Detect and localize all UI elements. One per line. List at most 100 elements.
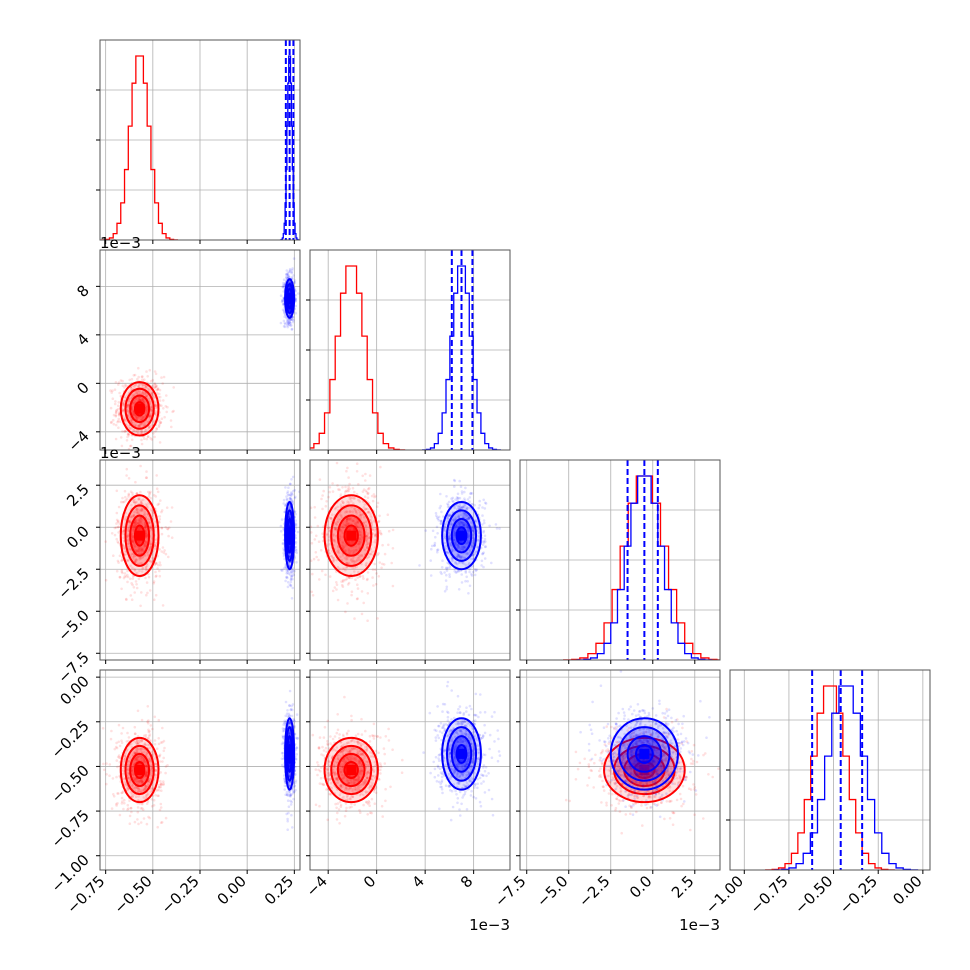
histogram-1 [576, 475, 713, 660]
contour [336, 752, 366, 788]
panel-content [104, 464, 300, 608]
panel-1-0: −4 0 4 8 1e−3 [64, 234, 301, 455]
contour [609, 717, 679, 791]
grid [100, 40, 300, 240]
x-tick-label: −0.50 [110, 872, 155, 917]
x-tick-label: 0.00 [889, 872, 925, 908]
panel-content [310, 250, 501, 450]
peak-marker [639, 765, 650, 775]
contour [330, 504, 373, 567]
panel-content [563, 460, 720, 660]
ticks [96, 676, 295, 874]
contour [603, 736, 686, 804]
contour [445, 509, 478, 562]
contour [129, 752, 151, 788]
histogram-0 [310, 265, 406, 450]
contour [119, 736, 160, 804]
x-tick-label: 0.25 [261, 872, 297, 908]
contour [336, 514, 366, 557]
ticks [516, 509, 696, 664]
x-tick-label: 8 [457, 872, 476, 891]
ticks [96, 89, 295, 244]
x-tick-label: −4 [303, 872, 331, 900]
y-tick-label: −0.50 [48, 762, 93, 807]
ticks [96, 484, 295, 664]
contour [323, 736, 379, 804]
contour [441, 501, 482, 571]
peak-marker [134, 765, 145, 775]
panel-3-0: −0.75 −0.50 −0.25 0.00 0.25−1.00−0.75−0.50−0… [48, 669, 301, 917]
y-tick-label: 2.5 [63, 480, 93, 510]
peak-marker [346, 530, 357, 541]
x-tick-label: 0.0 [626, 872, 656, 902]
y-tick-label: 4 [73, 330, 92, 349]
contour [618, 726, 671, 782]
x-tick-label: 0 [360, 872, 379, 891]
contour [441, 717, 482, 791]
x-tick-label: −0.50 [791, 872, 836, 917]
grid [730, 670, 930, 870]
contour [124, 387, 155, 430]
panel-1-1 [306, 249, 511, 454]
histogram-0 [765, 685, 895, 870]
x-offset-label: 1e−3 [469, 916, 510, 934]
panel-content [765, 670, 919, 870]
histogram-0 [101, 55, 179, 240]
x-tick-label: 2.5 [668, 872, 698, 902]
x-offset-label: 1e−3 [679, 916, 720, 934]
grid [310, 460, 510, 660]
y-offset-label: 1e−3 [100, 444, 141, 462]
contour [450, 735, 473, 773]
contour [634, 744, 654, 764]
contour [450, 517, 473, 554]
x-tick-label: −5.0 [533, 872, 571, 910]
contour [119, 494, 160, 577]
y-tick-label: 8 [73, 281, 92, 300]
contour [445, 726, 478, 782]
grid [100, 460, 300, 660]
histogram-1 [773, 685, 919, 870]
peak-marker [284, 748, 295, 759]
y-tick-label: 0.0 [63, 522, 93, 552]
contour [124, 744, 155, 796]
x-tick-label: −0.25 [158, 872, 203, 917]
grid [310, 670, 510, 870]
x-tick-label: 4 [409, 872, 428, 891]
panel-content [310, 680, 502, 825]
x-tick-label: −2.5 [575, 872, 613, 910]
y-offset-label: 1e−3 [100, 234, 141, 252]
peak-marker [284, 530, 295, 541]
panel-content [101, 40, 300, 240]
x-tick-label: −1.00 [702, 872, 747, 917]
y-tick-label: −4 [64, 427, 92, 455]
panel-2-0: −7.5−5.0−2.50.02.51e−3 [54, 444, 301, 687]
panel-content [310, 461, 501, 622]
panel-content [101, 689, 300, 831]
y-tick-label: −5.0 [54, 606, 92, 644]
contour [119, 381, 160, 437]
contour [129, 394, 151, 424]
ticks [306, 484, 475, 664]
panel-2-2 [516, 459, 721, 664]
peak-marker [284, 293, 295, 304]
peak-marker [456, 530, 467, 541]
contour [124, 504, 155, 567]
panel-3-3: −1.00 −0.75 −0.50 −0.25 0.00 [702, 669, 931, 917]
ticks [96, 285, 295, 454]
histogram-1 [279, 55, 300, 240]
peak-marker [346, 765, 357, 775]
panel-frame [309, 669, 511, 871]
peak-marker [639, 748, 650, 759]
peak-marker [134, 403, 145, 414]
y-tick-label: −0.75 [48, 806, 93, 851]
panel-content [109, 257, 300, 450]
y-tick-label: −0.25 [48, 717, 93, 762]
peak-marker [134, 530, 145, 541]
contour [330, 744, 373, 796]
histogram-1 [422, 265, 501, 450]
ticks [516, 676, 696, 874]
y-tick-label: 0 [73, 378, 92, 397]
contour [343, 760, 359, 780]
